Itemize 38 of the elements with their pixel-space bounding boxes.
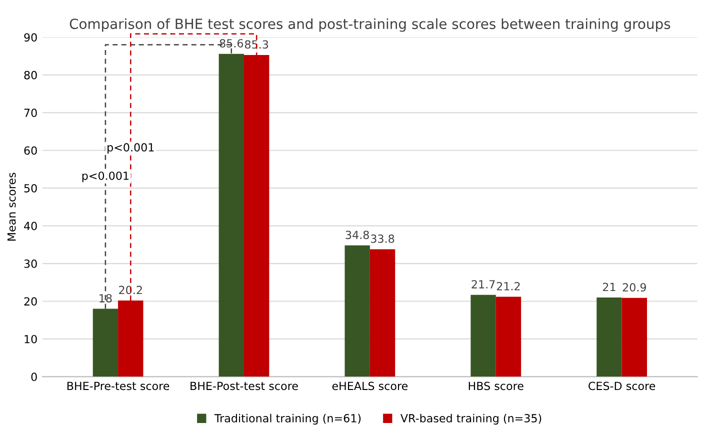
data-label: 34.8	[346, 230, 369, 240]
x-tick-label: BHE-Post-test score	[190, 382, 298, 390]
y-tick-label: 40	[24, 222, 37, 230]
data-label: 33.8	[371, 234, 394, 243]
y-tick-label: 90	[24, 33, 37, 42]
data-label: 20.2	[119, 286, 142, 294]
legend-label: VR-based training (n=35)	[400, 414, 542, 425]
data-label: 18	[100, 294, 112, 302]
bar	[370, 249, 396, 377]
legend-label: Traditional training (n=61)	[214, 414, 361, 425]
y-tick-label: 80	[24, 70, 37, 80]
x-tick-label: eHEALS score	[332, 382, 408, 390]
data-label: 20.9	[622, 283, 646, 292]
y-tick-label: 0	[31, 372, 37, 382]
y-axis-title: Mean scores	[8, 172, 16, 241]
y-tick-label: 10	[24, 334, 37, 344]
annotation: p<0.001	[82, 172, 129, 182]
bar	[92, 308, 118, 377]
x-tick-label: CES-D score	[588, 382, 656, 390]
x-tick-label: HBS score	[468, 382, 524, 390]
y-tick-label: 20	[24, 297, 37, 306]
bar	[496, 296, 522, 377]
chart-title: Comparison of BHE test scores and post-training scale scores between training groups	[70, 18, 670, 32]
annotation: p<0.001	[108, 143, 154, 154]
y-tick-label: 60	[24, 146, 37, 155]
bar	[218, 54, 244, 377]
bar	[470, 294, 496, 377]
data-label: 21.7	[472, 280, 495, 288]
bar	[596, 297, 622, 377]
x-tick-label: BHE-Pre-test score	[67, 382, 170, 390]
data-label: 21	[602, 282, 616, 291]
bar	[622, 298, 648, 377]
bar	[344, 245, 370, 377]
data-label: 21.2	[496, 282, 520, 290]
y-tick-label: 30	[24, 260, 37, 268]
data-label: 85.6	[220, 39, 244, 48]
y-tick-label: 70	[24, 108, 37, 118]
y-tick-label: 50	[24, 184, 37, 192]
